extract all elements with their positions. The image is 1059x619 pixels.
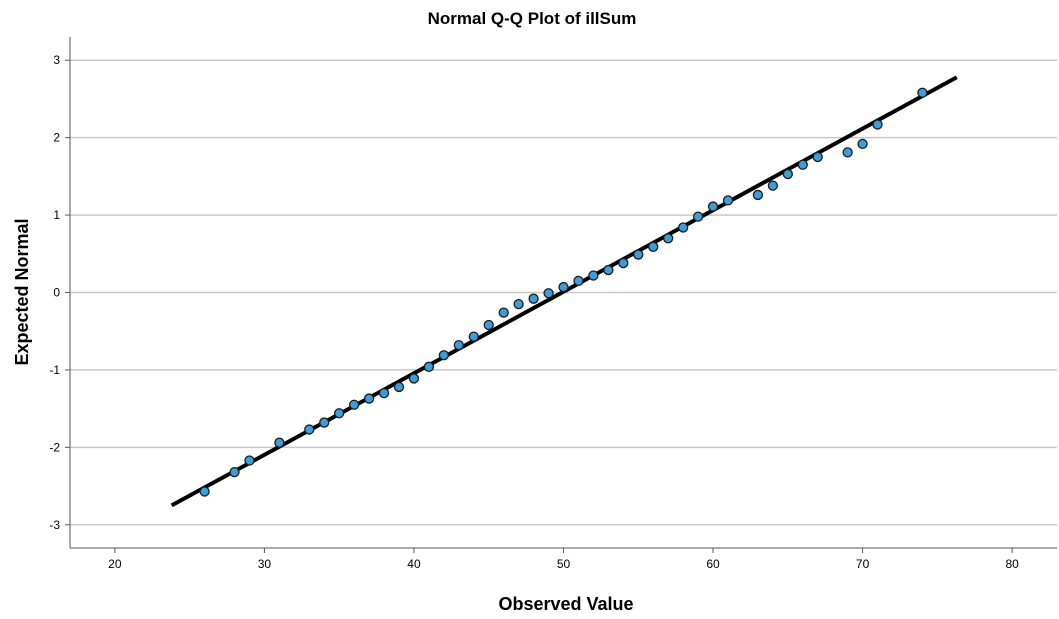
y-tick-label: 3 [53,53,60,67]
y-tick-label: -1 [49,363,60,377]
data-point [588,270,599,281]
x-axis-label: Observed Value [498,594,633,614]
data-point [917,87,928,98]
data-point [857,138,868,149]
data-point [812,151,823,163]
data-point [498,307,509,318]
data-point [319,417,330,428]
y-tick-label: 2 [53,131,60,145]
data-point [513,298,524,310]
data-point [618,257,629,269]
data-point [304,424,315,435]
data-point [633,249,644,260]
x-tick-label: 40 [407,557,421,571]
data-point [408,373,420,384]
data-point [244,455,255,466]
data-point [348,399,360,410]
data-point [334,408,345,419]
grid-layer [70,59,1057,526]
data-point [707,201,719,212]
data-point [767,180,779,191]
data-point [528,293,539,304]
data-point [692,211,704,222]
data-point [378,388,390,399]
data-point [558,281,569,293]
data-point [274,437,285,448]
data-point [438,350,450,361]
data-point [483,319,494,331]
data-point [782,168,793,180]
x-tick-label: 60 [706,557,720,571]
data-point [603,264,614,276]
data-point [393,381,405,393]
data-point [872,119,883,130]
y-tick-label: -2 [49,440,60,454]
y-tick-label: 1 [53,208,60,222]
data-point [453,339,464,351]
chart-title: Normal Q-Q Plot of illSum [428,9,637,28]
data-point [797,159,808,170]
data-point [722,195,734,206]
y-axis-label: Expected Normal [12,218,32,365]
tick-layer: -3 -2 -1 0 1 2 3 20 30 40 50 60 70 80 [49,53,1019,571]
data-point [468,331,479,342]
data-point [363,393,375,404]
data-point [229,466,240,478]
data-point [842,147,853,158]
data-point [543,288,554,299]
data-point-layer [199,87,928,497]
data-point [677,222,689,233]
y-tick-label: 0 [53,286,60,300]
x-tick-label: 30 [258,557,272,571]
data-point [573,275,584,287]
x-tick-label: 20 [108,557,122,571]
data-point [663,233,674,244]
x-tick-label: 80 [1005,557,1019,571]
data-point [752,189,764,201]
x-tick-label: 70 [856,557,870,571]
x-tick-label: 50 [557,557,571,571]
data-point [423,361,435,372]
data-point [199,486,210,497]
y-tick-label: -3 [49,518,60,532]
data-point [648,241,659,252]
